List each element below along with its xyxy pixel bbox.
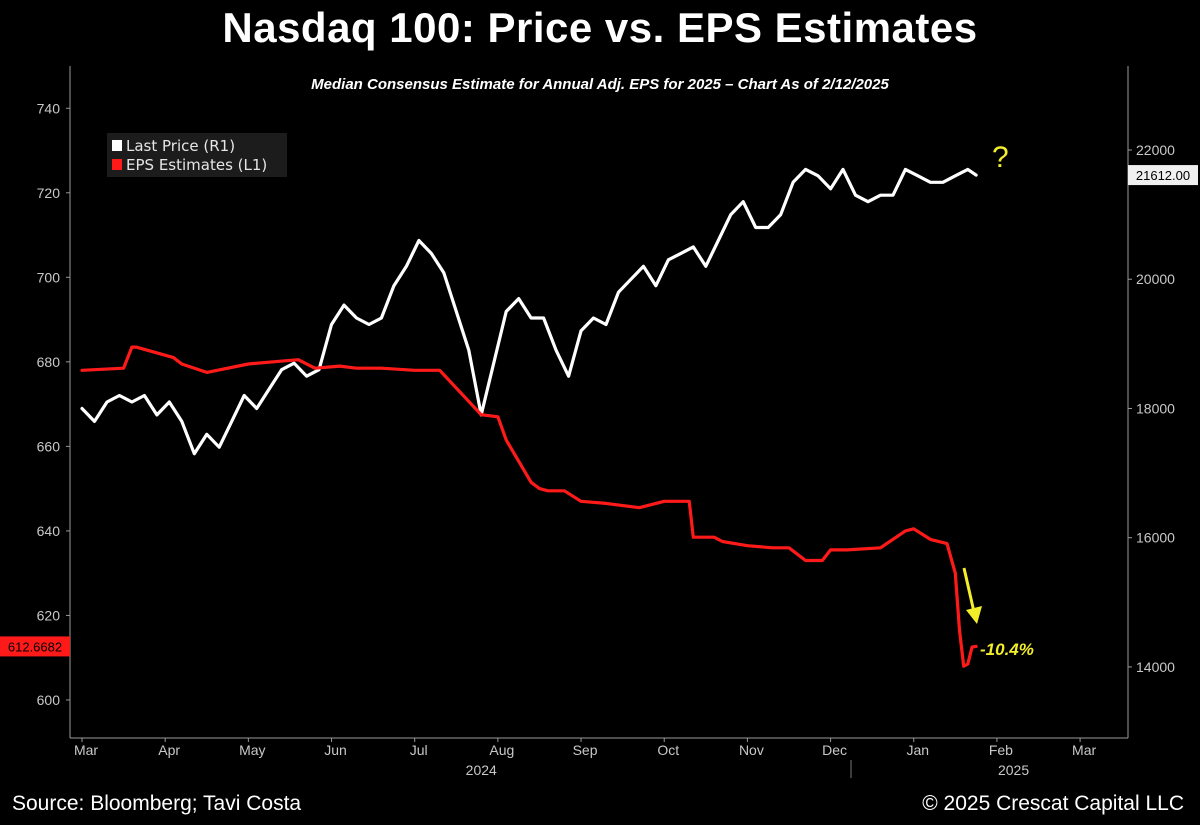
eps-series-line [80, 345, 978, 668]
left-tick-label: 600 [37, 692, 61, 708]
right-tick-label: 22000 [1136, 142, 1175, 158]
left-tick-label: 660 [37, 438, 61, 454]
eps-change-annotation: -10.4% [980, 640, 1034, 659]
eps-value-text: 612.6682 [8, 639, 62, 654]
x-tick-label: Apr [158, 742, 180, 758]
x-tick-label: Jul [410, 742, 428, 758]
right-tick-label: 20000 [1136, 271, 1175, 287]
down-arrow-icon [966, 606, 982, 624]
year-label: 2025 [998, 762, 1029, 778]
right-tick-label: 18000 [1136, 400, 1175, 416]
x-tick-label: Sep [573, 742, 598, 758]
price-legend-label: Last Price (R1) [126, 137, 235, 155]
price-series-line [80, 167, 978, 456]
x-tick-label: Aug [489, 742, 514, 758]
chart-title: Nasdaq 100: Price vs. EPS Estimates [222, 4, 978, 51]
left-tick-label: 640 [37, 523, 61, 539]
copyright-note: © 2025 Crescat Capital LLC [922, 792, 1184, 815]
x-tick-label: Jun [324, 742, 347, 758]
right-tick-label: 16000 [1136, 530, 1175, 546]
x-tick-label: Feb [989, 742, 1013, 758]
eps-legend-swatch [112, 159, 122, 170]
source-note: Source: Bloomberg; Tavi Costa [12, 792, 302, 815]
x-tick-label: Oct [657, 742, 679, 758]
left-tick-label: 700 [37, 269, 61, 285]
eps-value-badge [0, 636, 70, 657]
left-tick-label: 740 [37, 100, 61, 116]
eps-legend-label: EPS Estimates (L1) [126, 156, 267, 174]
x-tick-label: Mar [74, 742, 98, 758]
x-tick-label: Dec [822, 742, 847, 758]
x-tick-label: Mar [1072, 742, 1096, 758]
left-tick-label: 680 [37, 354, 61, 370]
question-mark-annotation: ? [992, 141, 1009, 174]
right-tick-label: 14000 [1136, 659, 1175, 675]
legend-box [107, 133, 287, 177]
left-tick-label: 620 [37, 607, 61, 623]
price-value-badge [1128, 165, 1198, 186]
left-tick-label: 720 [37, 185, 61, 201]
price-legend-swatch [112, 140, 122, 151]
year-label: 2024 [466, 762, 497, 778]
price-value-text: 21612.00 [1136, 168, 1190, 183]
x-tick-label: May [239, 742, 265, 758]
chart-subtitle: Median Consensus Estimate for Annual Adj… [311, 76, 889, 93]
down-arrow-shaft [962, 567, 976, 613]
x-tick-label: Nov [739, 742, 764, 758]
x-tick-label: Jan [906, 742, 929, 758]
